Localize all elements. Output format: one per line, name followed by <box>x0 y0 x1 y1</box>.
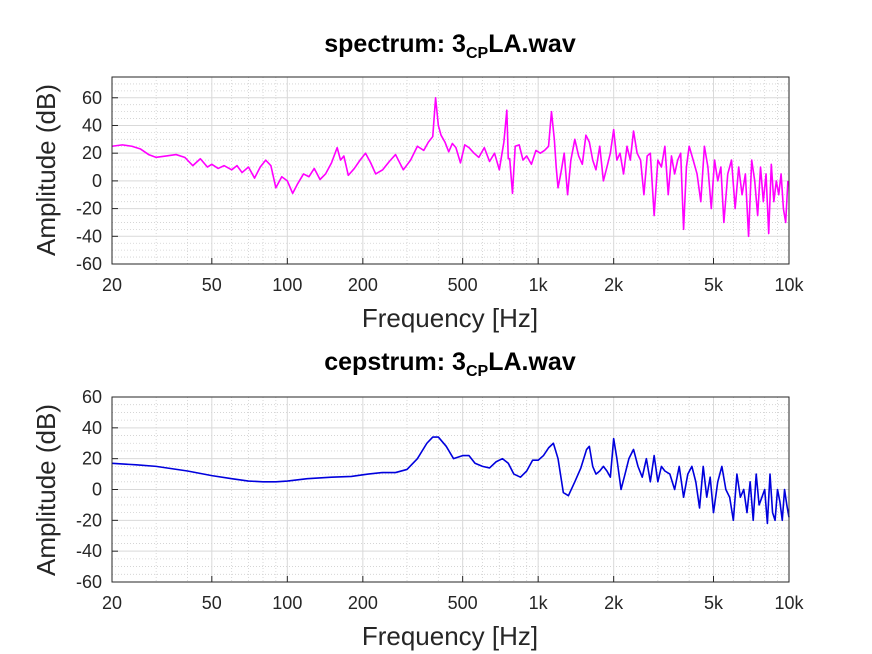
cepstrum-x-tick-label: 100 <box>272 593 302 613</box>
spectrum-axes-box <box>111 76 790 265</box>
spectrum-x-tick-label: 100 <box>272 275 302 295</box>
cepstrum-y-tick-label: -60 <box>76 572 102 592</box>
cepstrum-y-axis-label: Amplitude (dB) <box>31 404 61 576</box>
cepstrum-x-tick-label: 10k <box>774 593 804 613</box>
cepstrum-y-tick-label: -20 <box>76 510 102 530</box>
spectrum-y-tick-labels: -60 -40 -20 0 20 40 60 <box>76 88 102 274</box>
spectrum-title: spectrum: 3CPLA.wav <box>324 30 576 62</box>
cepstrum-x-tick-label: 1k <box>529 593 549 613</box>
spectrum-x-tick-label: 10k <box>774 275 804 295</box>
spectrum-y-tick-label: 20 <box>82 143 102 163</box>
spectrum-x-tick-label: 50 <box>202 275 222 295</box>
cepstrum-x-tick-label: 5k <box>704 593 724 613</box>
spectrum-line <box>111 96 789 238</box>
cepstrum-x-tick-label: 200 <box>348 593 378 613</box>
spectrum-panel: spectrum: 3CPLA.wav 20 50 100 200 500 1k 2k 5k 1… <box>31 30 805 333</box>
spectrum-y-tick-label: 0 <box>92 171 102 191</box>
spectrum-x-axis-label: Frequency [Hz] <box>362 303 538 333</box>
cepstrum-line <box>111 436 790 525</box>
cepstrum-x-tick-label: 50 <box>202 593 222 613</box>
cepstrum-x-tick-labels: 20 50 100 200 500 1k 2k 5k 10k <box>102 593 805 613</box>
cepstrum-x-tick-label: 20 <box>102 593 122 613</box>
cepstrum-panel: cepstrum: 3CPLA.wav 20 50 100 200 500 1k 2k 5k 1… <box>31 348 805 651</box>
cepstrum-y-tick-label: 20 <box>82 449 102 469</box>
cepstrum-y-tick-label: 0 <box>92 480 102 500</box>
spectrum-y-tick-label: -40 <box>76 226 102 246</box>
spectrum-x-tick-label: 5k <box>704 275 724 295</box>
spectrum-x-tick-label: 500 <box>448 275 478 295</box>
spectrum-y-axis-label: Amplitude (dB) <box>31 84 61 256</box>
cepstrum-y-tick-label: 40 <box>82 418 102 438</box>
spectrum-x-tick-label: 200 <box>348 275 378 295</box>
cepstrum-y-tick-label: 60 <box>82 387 102 407</box>
cepstrum-series <box>111 436 790 525</box>
spectrum-y-tick-label: -60 <box>76 254 102 274</box>
spectrum-series <box>111 96 789 238</box>
spectrum-x-tick-label: 2k <box>604 275 624 295</box>
cepstrum-x-tick-label: 500 <box>448 593 478 613</box>
cepstrum-y-tick-label: -40 <box>76 541 102 561</box>
spectrum-y-tick-label: 60 <box>82 88 102 108</box>
cepstrum-y-tick-labels: -60 -40 -20 0 20 40 60 <box>76 387 102 592</box>
spectrum-x-tick-labels: 20 50 100 200 500 1k 2k 5k 10k <box>102 275 805 295</box>
spectrum-x-tick-label: 1k <box>529 275 549 295</box>
cepstrum-x-tick-label: 2k <box>604 593 624 613</box>
spectrum-x-tick-label: 20 <box>102 275 122 295</box>
spectrum-y-tick-label: 40 <box>82 115 102 135</box>
spectrum-y-tick-label: -20 <box>76 199 102 219</box>
cepstrum-x-axis-label: Frequency [Hz] <box>362 621 538 651</box>
cepstrum-title: cepstrum: 3CPLA.wav <box>324 348 576 380</box>
